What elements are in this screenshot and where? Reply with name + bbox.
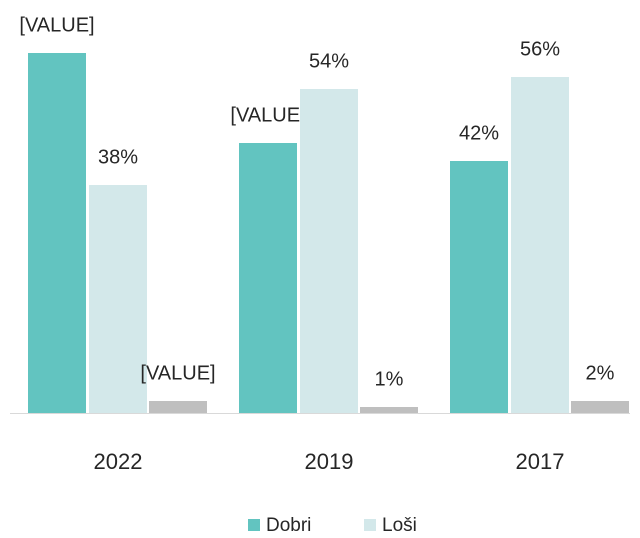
bar	[300, 89, 358, 413]
bar	[149, 401, 207, 413]
data-label: 56%	[520, 38, 560, 60]
bar	[511, 77, 569, 413]
x-tick-label: 2022	[94, 449, 143, 474]
bar	[571, 401, 629, 413]
data-label: 42%	[459, 122, 499, 144]
data-label: 2%	[586, 362, 615, 384]
data-label: 1%	[375, 368, 404, 390]
legend-swatch	[364, 519, 376, 531]
data-label: [VALUE]	[19, 14, 94, 36]
data-label: 54%	[309, 50, 349, 72]
bar	[450, 161, 508, 413]
x-tick-label: 2019	[305, 449, 354, 474]
legend-swatch	[248, 519, 260, 531]
bar	[239, 143, 297, 413]
legend-label: Loši	[382, 515, 417, 536]
bar	[360, 407, 418, 413]
bar	[89, 185, 147, 413]
data-label: [VALUE]	[140, 362, 215, 384]
data-label: 38%	[98, 146, 138, 168]
bar	[28, 53, 86, 413]
data-label: [VALUE]	[230, 104, 305, 126]
legend-label: Dobri	[266, 515, 311, 536]
x-tick-label: 2017	[516, 449, 565, 474]
